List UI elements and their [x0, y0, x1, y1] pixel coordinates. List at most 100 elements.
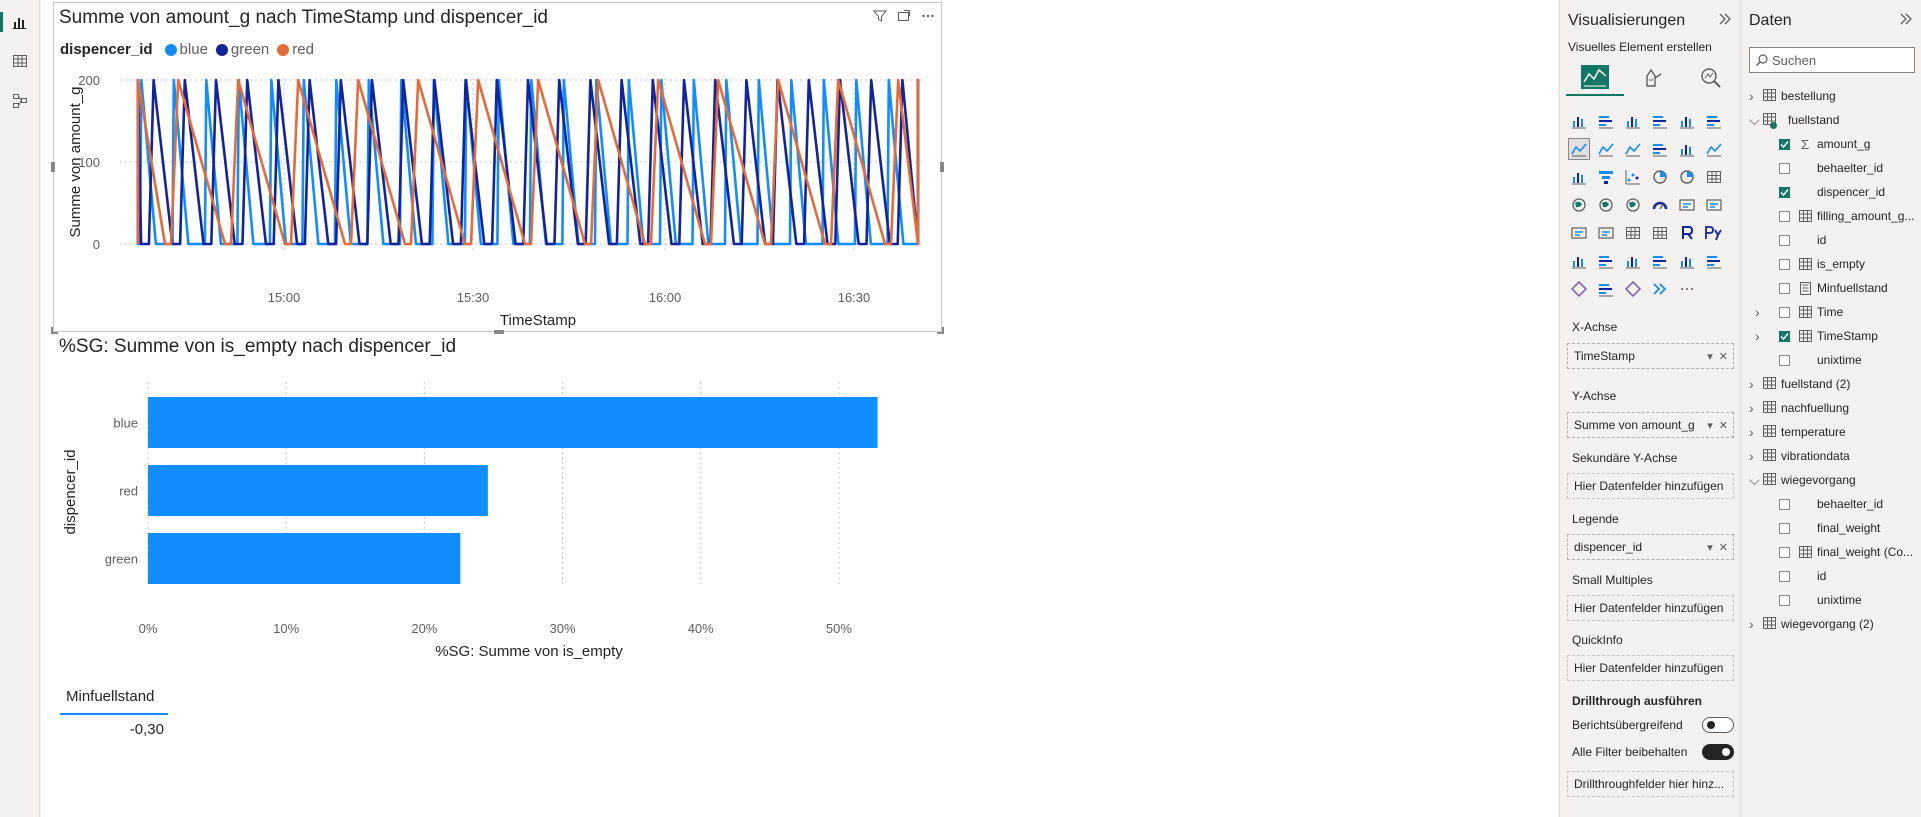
chevron-right-icon[interactable]: ›: [1749, 424, 1754, 440]
chevron-down-icon[interactable]: ▾: [1707, 419, 1713, 432]
line-clustered-icon[interactable]: [1676, 138, 1698, 160]
line-chart-visual[interactable]: Summe von amount_g nach TimeStamp und di…: [51, 2, 944, 334]
kpi-icon[interactable]: [1568, 222, 1590, 244]
table-icon[interactable]: [1622, 222, 1644, 244]
resize-handle-bottom[interactable]: [494, 330, 504, 334]
analytics-icon[interactable]: [1682, 60, 1740, 96]
python-visual-icon[interactable]: [1703, 222, 1725, 244]
stacked-column-icon[interactable]: [1595, 110, 1617, 132]
chevron-down-icon[interactable]: ▾: [1707, 350, 1713, 363]
legend-item-red[interactable]: red: [277, 41, 314, 58]
keep-filters-toggle[interactable]: [1702, 744, 1734, 760]
report-view-icon[interactable]: [0, 10, 32, 34]
chevron-right-icon[interactable]: ›: [1749, 88, 1754, 104]
legend-item-blue[interactable]: blue: [164, 41, 208, 58]
tree-field[interactable]: dispencer_id: [1741, 180, 1921, 204]
line-series-red[interactable]: [136, 78, 920, 246]
tree-field[interactable]: Minfuellstand: [1741, 276, 1921, 300]
remove-field-icon[interactable]: ✕: [1718, 419, 1728, 432]
chevron-right-icon[interactable]: ›: [1755, 328, 1760, 344]
data-search-box[interactable]: Suchen: [1749, 47, 1915, 73]
resize-handle-right[interactable]: [940, 162, 944, 172]
chevron-down-icon[interactable]: ▾: [1707, 541, 1713, 554]
well-tooltips[interactable]: Hier Datenfelder hinzufügen: [1567, 655, 1734, 681]
well-small-multiples[interactable]: Hier Datenfelder hinzufügen: [1567, 595, 1734, 621]
power-automate-icon[interactable]: [1595, 278, 1617, 300]
tree-field[interactable]: behaelter_id: [1741, 492, 1921, 516]
more-visuals-icon[interactable]: [1676, 278, 1698, 300]
field-checkbox[interactable]: [1779, 570, 1790, 582]
paginated-report-icon[interactable]: [1703, 250, 1725, 272]
field-checkbox[interactable]: [1779, 186, 1790, 198]
model-view-icon[interactable]: [8, 89, 32, 113]
100-column-icon[interactable]: [1703, 110, 1725, 132]
tree-field[interactable]: final_weight: [1741, 516, 1921, 540]
decomposition-tree-icon[interactable]: [1595, 250, 1617, 272]
remove-field-icon[interactable]: ✕: [1718, 350, 1728, 363]
clustered-column-icon[interactable]: [1649, 110, 1671, 132]
field-checkbox[interactable]: [1779, 234, 1790, 246]
tree-table-wiegevorgang-2-[interactable]: › wiegevorgang (2): [1741, 612, 1921, 636]
resize-handle-corner-bl[interactable]: [51, 327, 58, 334]
gauge-icon[interactable]: [1649, 194, 1671, 216]
field-checkbox[interactable]: [1779, 138, 1790, 150]
chevron-right-icon[interactable]: ›: [1749, 616, 1754, 632]
field-checkbox[interactable]: [1779, 162, 1790, 174]
tree-table-nachfuellung[interactable]: › nachfuellung: [1741, 396, 1921, 420]
tree-table-fuellstand-2-[interactable]: › fuellstand (2): [1741, 372, 1921, 396]
field-checkbox[interactable]: [1779, 546, 1790, 558]
well-drillthrough[interactable]: Drillthroughfelder hier hinz...: [1567, 771, 1734, 797]
field-checkbox[interactable]: [1779, 306, 1790, 318]
scatter-icon[interactable]: [1622, 166, 1644, 188]
line-column-icon[interactable]: [1649, 138, 1671, 160]
bar-chart-visual[interactable]: %SG: Summe von is_empty nach dispencer_i…: [53, 334, 942, 664]
collapse-data-pane-icon[interactable]: [1899, 12, 1913, 30]
field-checkbox[interactable]: [1779, 330, 1790, 342]
tree-table-temperature[interactable]: › temperature: [1741, 420, 1921, 444]
well-y-axis[interactable]: Summe von amount_g ▾ ✕: [1567, 412, 1734, 438]
legend-item-green[interactable]: green: [215, 41, 269, 58]
area-chart-icon[interactable]: [1595, 138, 1617, 160]
chevron-visual-icon[interactable]: [1649, 278, 1671, 300]
smart-narrative-icon[interactable]: [1649, 250, 1671, 272]
bar-green[interactable]: [148, 533, 461, 584]
donut-chart-icon[interactable]: [1676, 166, 1698, 188]
qna-icon[interactable]: [1622, 250, 1644, 272]
100-bar-icon[interactable]: [1676, 110, 1698, 132]
field-checkbox[interactable]: [1779, 282, 1790, 294]
diamond-visual-icon[interactable]: [1622, 278, 1644, 300]
well-legend[interactable]: dispencer_id ▾ ✕: [1567, 534, 1734, 560]
tree-table-fuellstand[interactable]: ⌵ fuellstand: [1741, 108, 1921, 132]
multi-row-card-icon[interactable]: [1703, 194, 1725, 216]
tree-table-vibrationdata[interactable]: › vibrationdata: [1741, 444, 1921, 468]
chevron-down-icon[interactable]: ⌵: [1749, 111, 1760, 128]
tree-field[interactable]: unixtime: [1741, 588, 1921, 612]
tree-field[interactable]: › TimeStamp: [1741, 324, 1921, 348]
table-view-icon[interactable]: [8, 49, 32, 73]
tree-field[interactable]: behaelter_id: [1741, 156, 1921, 180]
well-x-axis[interactable]: TimeStamp ▾ ✕: [1567, 343, 1734, 369]
azure-map-icon[interactable]: [1622, 194, 1644, 216]
funnel-icon[interactable]: [1595, 166, 1617, 188]
format-visual-icon[interactable]: [1624, 60, 1682, 96]
cross-report-toggle[interactable]: [1702, 717, 1734, 733]
key-influencers-icon[interactable]: [1568, 250, 1590, 272]
field-checkbox[interactable]: [1779, 258, 1790, 270]
remove-field-icon[interactable]: ✕: [1718, 541, 1728, 554]
resize-handle-left[interactable]: [51, 162, 55, 172]
chevron-right-icon[interactable]: ›: [1749, 448, 1754, 464]
tree-field[interactable]: is_empty: [1741, 252, 1921, 276]
tree-field[interactable]: final_weight (Co...: [1741, 540, 1921, 564]
tree-table-bestellung[interactable]: › bestellung: [1741, 84, 1921, 108]
well-secondary-y[interactable]: Hier Datenfelder hinzufügen: [1567, 473, 1734, 499]
slicer-icon[interactable]: [1595, 222, 1617, 244]
card-icon[interactable]: [1676, 194, 1698, 216]
build-visual-icon[interactable]: [1566, 60, 1624, 96]
minfuellstand-card[interactable]: Minfuellstand -0,30: [60, 684, 190, 744]
field-checkbox[interactable]: [1779, 522, 1790, 534]
metrics-icon[interactable]: [1676, 250, 1698, 272]
tree-field[interactable]: unixtime: [1741, 348, 1921, 372]
matrix-icon[interactable]: [1649, 222, 1671, 244]
collapse-viz-pane-icon[interactable]: [1718, 12, 1732, 30]
